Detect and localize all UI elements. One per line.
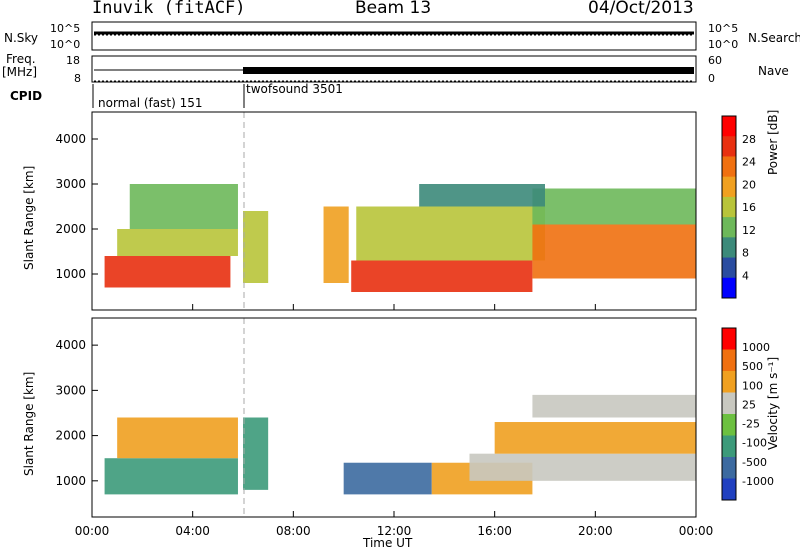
nave-tick-bottom: 0 <box>708 72 715 85</box>
velocity-colorbar-tick-6: -100 <box>742 437 767 450</box>
power-data-region-1 <box>104 256 231 288</box>
nave-label: Nave <box>758 64 789 78</box>
freq-tick-bottom: 8 <box>74 72 81 85</box>
velocity-colorbar-swatch-4 <box>722 392 736 415</box>
power-ytick-label-2: 2000 <box>55 222 86 236</box>
nsky-panel-frame <box>91 21 697 51</box>
power-colorbar-swatch-1 <box>722 116 736 137</box>
x-tick-label-2: 04:00 <box>175 524 210 538</box>
velocity-colorbar-tick-7: -500 <box>742 456 767 469</box>
station-title: Inuvik (fitACF) <box>92 0 246 18</box>
power-colorbar-swatch-4 <box>722 176 736 198</box>
power-data-region-6 <box>351 260 533 292</box>
freq-label-2: [MHz] <box>2 65 38 79</box>
power-colorbar-tick-3: 20 <box>742 178 756 191</box>
power-colorbar-swatch-3 <box>722 156 736 178</box>
power-data-region-2 <box>117 229 238 256</box>
velocity-colorbar-swatch-3 <box>722 371 736 393</box>
velocity-colorbar-tick-1: 1000 <box>742 341 770 354</box>
power-data-region-5 <box>323 206 349 283</box>
freq-label-1: Freq. <box>6 52 36 66</box>
nsky-tick-bottom: 10^0 <box>50 38 81 51</box>
freq-trace-segment-2 <box>243 67 694 74</box>
power-ytick-label-4: 4000 <box>55 132 86 146</box>
x-tick-label-7: 00:00 <box>679 524 714 538</box>
power-data-region-10 <box>419 184 545 207</box>
velocity-colorbar-swatch-7 <box>722 457 736 479</box>
nsky-label: N.Sky <box>4 31 39 45</box>
velocity-colorbar-swatch-8 <box>722 478 736 501</box>
velocity-colorbar-tick-2: 500 <box>742 360 763 373</box>
power-colorbar-tick-5: 12 <box>742 224 756 237</box>
power-data-region-4 <box>243 211 269 283</box>
power-colorbar-swatch-9 <box>722 277 736 299</box>
power-data-region-8 <box>532 224 696 279</box>
velocity-data-region-8 <box>532 394 696 418</box>
power-colorbar-frame <box>721 115 737 299</box>
power-data-region-3 <box>129 184 238 229</box>
power-colorbar-tick-1: 28 <box>742 133 756 146</box>
date-title: 04/Oct/2013 <box>588 0 694 18</box>
x-tick-label-5: 16:00 <box>477 524 512 538</box>
x-tick-label-6: 20:00 <box>578 524 613 538</box>
power-colorbar-swatch-6 <box>722 217 736 238</box>
nsearch-label: N.Search <box>748 31 800 45</box>
beam-title: Beam 13 <box>355 0 432 18</box>
velocity-ytick-label-3: 3000 <box>55 383 86 397</box>
velocity-colorbar-tick-5: -25 <box>742 418 760 431</box>
power-data-region-9 <box>532 188 696 225</box>
nave-tick-top: 60 <box>708 54 722 67</box>
x-tick-label-3: 08:00 <box>276 524 311 538</box>
nsearch-tick-bottom: 10^0 <box>708 38 739 51</box>
power-colorbar-swatch-5 <box>722 196 736 218</box>
x-tick-label-1: 00:00 <box>75 524 110 538</box>
velocity-colorbar-swatch-1 <box>722 328 736 350</box>
velocity-data-region-7 <box>494 422 696 454</box>
velocity-data-region-3 <box>243 417 269 490</box>
x-axis-label: Time UT <box>363 536 413 550</box>
velocity-ytick-label-1: 1000 <box>55 474 86 488</box>
power-colorbar-tick-2: 24 <box>742 156 756 169</box>
velocity-data-region-1 <box>104 458 238 495</box>
velocity-colorbar-tick-8: -1000 <box>742 475 774 488</box>
x-tick-label-4: 12:00 <box>377 524 412 538</box>
velocity-colorbar-swatch-2 <box>722 349 736 372</box>
velocity-colorbar-tick-4: 25 <box>742 398 756 411</box>
velocity-ytick-label-2: 2000 <box>55 429 86 443</box>
velocity-ytick-label-4: 4000 <box>55 338 86 352</box>
cpid-segment-2: twofsound 3501 <box>246 82 343 96</box>
power-data-region-7 <box>356 206 545 261</box>
power-colorbar-tick-6: 8 <box>742 247 749 260</box>
power-colorbar-tick-4: 16 <box>742 201 756 214</box>
power-ytick-label-1: 1000 <box>55 267 86 281</box>
power-colorbar-tick-7: 4 <box>742 269 749 282</box>
freq-panel-frame <box>91 55 697 83</box>
cpid-label: CPID <box>10 89 43 103</box>
velocity-colorbar-tick-3: 100 <box>742 379 763 392</box>
velocity-data-region-6 <box>469 453 696 481</box>
power-colorbar-swatch-7 <box>722 237 736 259</box>
cpid-segment-1: normal (fast) 151 <box>98 96 203 110</box>
velocity-data-region-4 <box>343 462 432 495</box>
nsky-tick-top: 10^5 <box>50 22 81 35</box>
velocity-colorbar-swatch-6 <box>722 435 736 458</box>
nsearch-tick-top: 10^5 <box>708 22 739 35</box>
power-colorbar-swatch-2 <box>722 136 736 157</box>
power-colorbar-swatch-8 <box>722 257 736 279</box>
velocity-data-region-2 <box>117 417 238 459</box>
freq-tick-top: 18 <box>66 54 80 67</box>
power-ytick-label-3: 3000 <box>55 177 86 191</box>
velocity-colorbar-swatch-5 <box>722 414 736 436</box>
velocity-colorbar-frame <box>721 327 737 501</box>
